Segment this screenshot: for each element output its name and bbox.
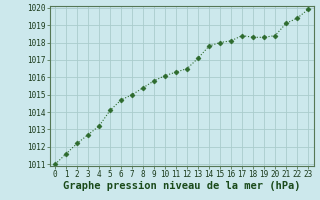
X-axis label: Graphe pression niveau de la mer (hPa): Graphe pression niveau de la mer (hPa)	[63, 181, 300, 191]
